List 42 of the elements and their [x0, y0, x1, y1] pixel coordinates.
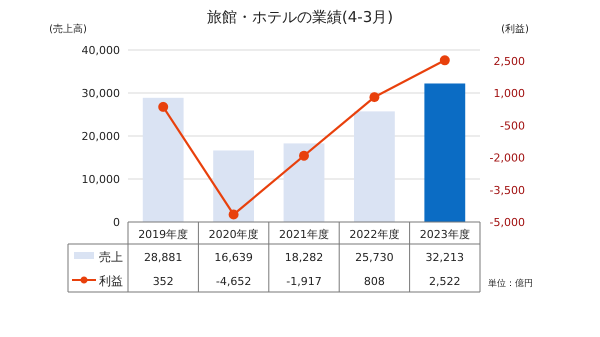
- data-label: 25,730: [355, 251, 394, 264]
- y2-axis-title: (利益): [501, 23, 529, 35]
- x-tick-label: 2023年度: [420, 228, 470, 241]
- data-label: -1,917: [286, 275, 322, 288]
- point: [369, 92, 380, 102]
- y-tick-label: 30,000: [82, 87, 120, 100]
- y-tick-label: 40,000: [82, 44, 120, 57]
- chart-title: 旅館・ホテルの業績(4-3月): [206, 8, 394, 26]
- data-label: 16,639: [214, 251, 253, 264]
- data-label: 808: [364, 275, 385, 288]
- y2-tick-label: -5,000: [490, 216, 525, 229]
- data-label: 18,282: [284, 251, 324, 264]
- x-tick-label: 2022年度: [349, 228, 400, 241]
- y-tick-label: 20,000: [82, 130, 120, 143]
- data-label: 352: [152, 275, 174, 288]
- x-tick-label: 2021年度: [279, 228, 329, 241]
- point: [228, 210, 239, 220]
- point: [440, 55, 450, 66]
- y2-tick-label: -3,500: [490, 184, 525, 197]
- y2-tick-label: 1,000: [494, 87, 525, 100]
- x-tick-label: 2020年度: [208, 228, 259, 241]
- x-tick-label: 2019年度: [138, 228, 188, 241]
- y-tick-label: 0: [113, 216, 120, 229]
- data-label: -4,652: [216, 275, 252, 288]
- y2-tick-label: -500: [500, 119, 525, 132]
- data-label: 28,881: [144, 251, 182, 264]
- legend-label: 売上: [99, 250, 123, 264]
- bar: [284, 143, 324, 222]
- point: [158, 102, 168, 112]
- point: [299, 150, 309, 161]
- bar: [213, 150, 254, 222]
- legend-label: 利益: [99, 274, 123, 288]
- data-label: 32,213: [426, 251, 464, 264]
- y2-tick-label: 2,500: [494, 54, 525, 68]
- data-label: 2,522: [429, 275, 461, 288]
- bar: [142, 98, 184, 222]
- y-axis-title: (売上高): [49, 23, 87, 35]
- text: 単位：億円: [488, 278, 533, 289]
- y2-tick-label: -2,000: [490, 152, 525, 164]
- bar: [424, 83, 466, 222]
- y-tick-label: 10,000: [82, 173, 120, 186]
- bar: [354, 111, 395, 222]
